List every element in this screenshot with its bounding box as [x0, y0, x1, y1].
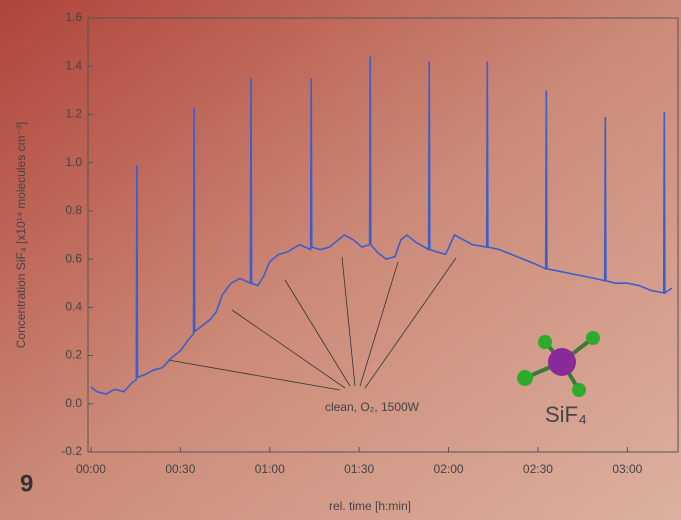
x-tick-label: 02:30: [523, 462, 553, 476]
x-tick-label: 00:30: [165, 462, 195, 476]
y-tick-label: 1.4: [65, 58, 82, 72]
x-tick-label: 02:00: [434, 462, 464, 476]
y-tick-label: 0.0: [65, 396, 82, 410]
x-tick-label: 00:00: [76, 462, 106, 476]
x-tick-label: 03:00: [612, 462, 642, 476]
x-tick-label: 01:30: [344, 462, 374, 476]
y-tick-label: 0.8: [65, 203, 82, 217]
y-tick-label: 0.2: [65, 348, 82, 362]
x-tick-label: 01:00: [255, 462, 285, 476]
y-axis-label: Concentration SiF₄ [x10¹⁴ molecules cm⁻³…: [14, 122, 28, 348]
y-tick-label: 1.2: [65, 107, 82, 121]
y-tick-label: 1.0: [65, 155, 82, 169]
page-number: 9: [20, 470, 33, 497]
y-tick-label: -0.2: [61, 444, 82, 458]
y-tick-label: 1.6: [65, 10, 82, 24]
chart: clean, O₂, 1500W SiF₄ 9 rel. time [h:min…: [0, 0, 681, 520]
y-tick-label: 0.6: [65, 251, 82, 265]
molecule-label: SiF₄: [545, 402, 587, 427]
y-tick-label: 0.4: [65, 300, 82, 314]
annotation: clean, O₂, 1500W: [325, 400, 420, 414]
x-axis-label: rel. time [h:min]: [329, 499, 411, 513]
background: [0, 0, 681, 520]
